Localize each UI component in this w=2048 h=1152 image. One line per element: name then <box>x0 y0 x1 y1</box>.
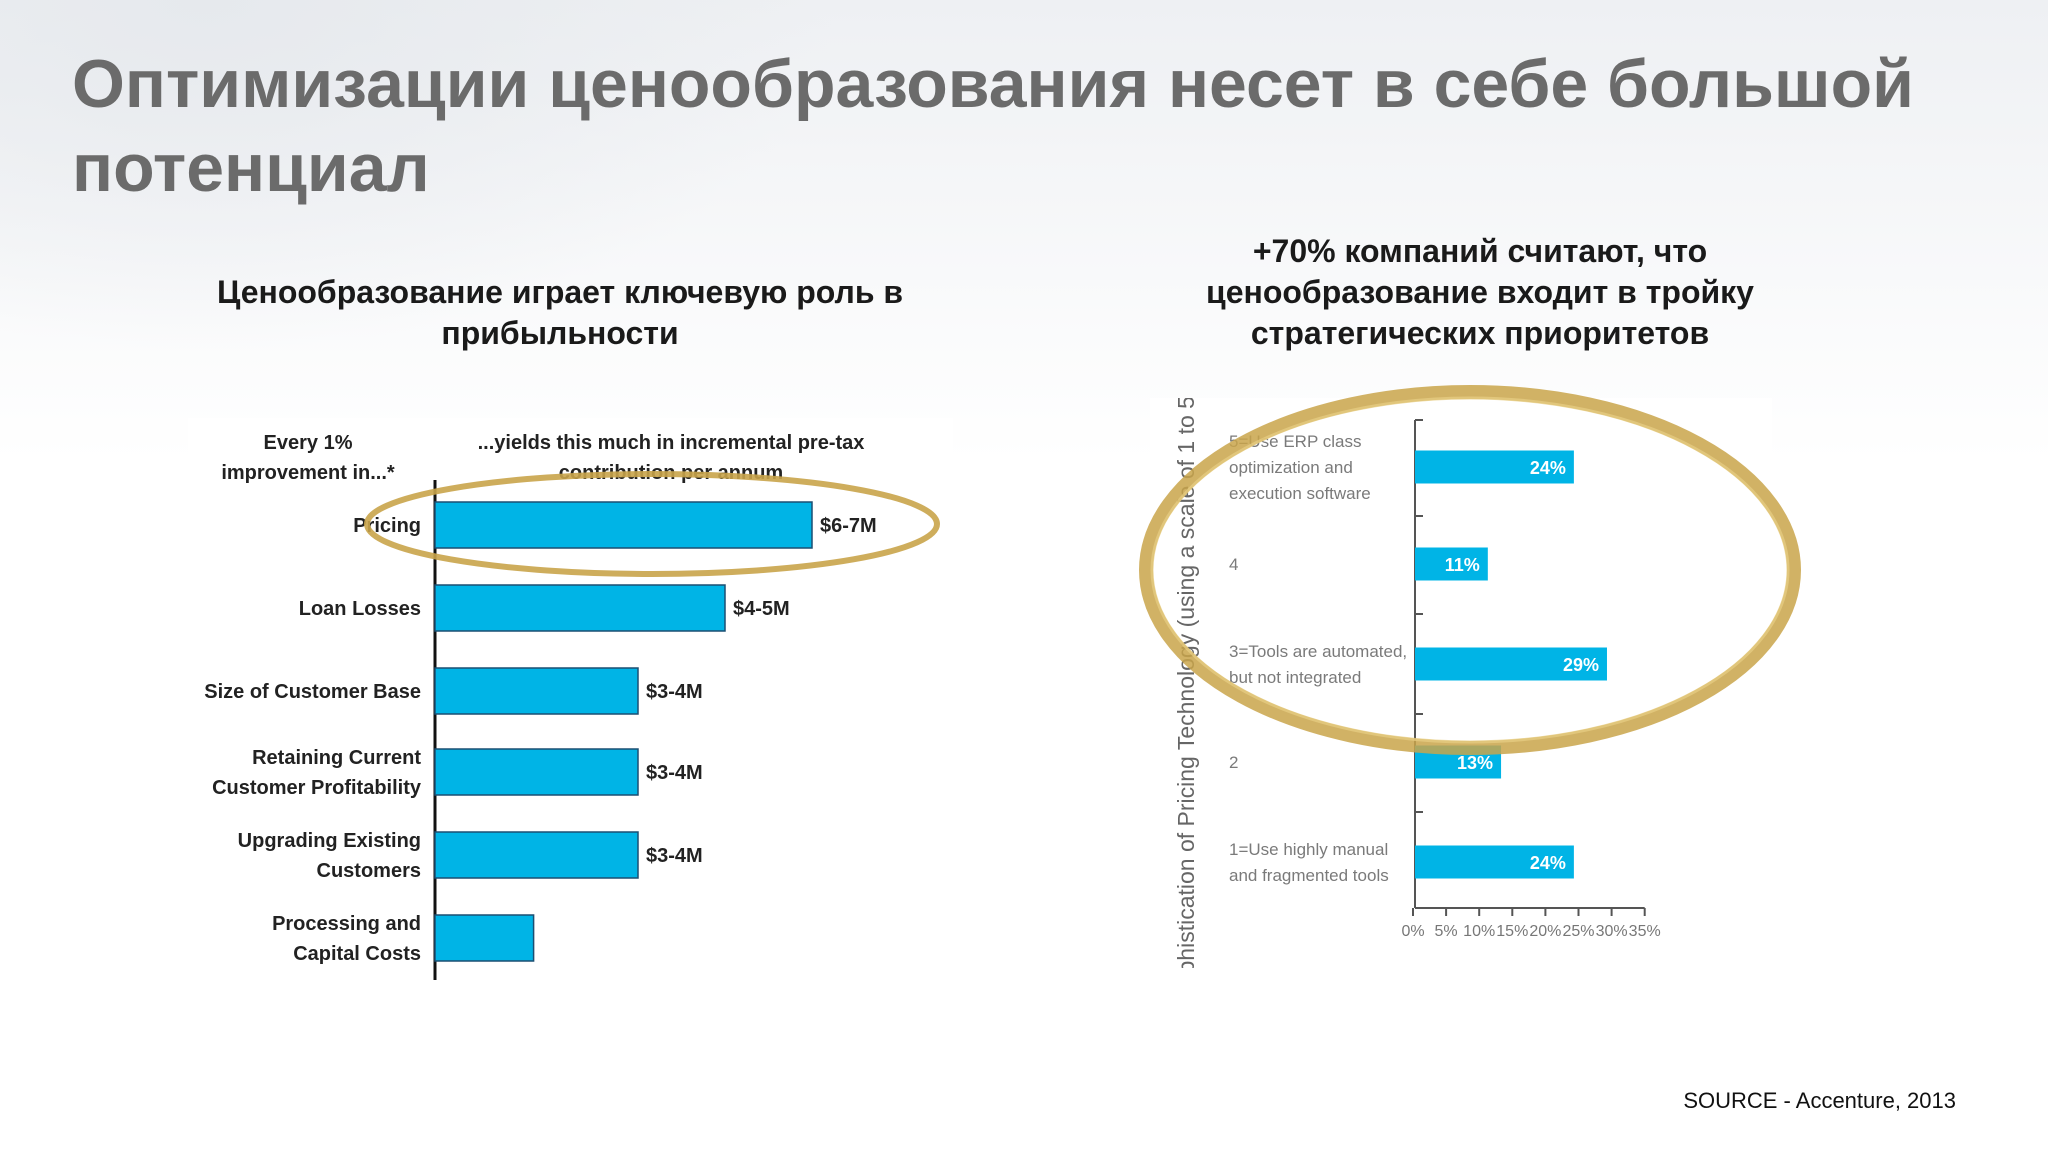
value-label-upgrading-existing-customers: $3-4M <box>646 845 703 867</box>
value-label-level-3: 29% <box>1563 655 1599 675</box>
category-label-level-1: 1=Use highly manual <box>1229 840 1388 859</box>
category-label-level-3: but not integrated <box>1229 668 1361 687</box>
category-label-level-3: 3=Tools are automated, <box>1229 642 1407 661</box>
pricing-technology-chart: 0% 5% 10% 15% 20% 25% 30% 35% 24% 5=Use ERP class… <box>1150 388 1772 1002</box>
value-label-retaining-current-customer-profitability: $3-4M <box>646 762 703 784</box>
header-left-line: Every 1% <box>264 432 353 454</box>
x-tick-label: 20% <box>1529 923 1561 940</box>
category-label-level-5: optimization and <box>1229 458 1353 477</box>
source-note: SOURCE - Accenture, 2013 <box>1683 1088 1956 1113</box>
slide-title: Оптимизации ценообразования несет в себе… <box>72 46 1914 206</box>
bar-loan-losses <box>434 584 726 632</box>
pricing-highlight-ring <box>364 471 940 577</box>
pricing-impact-chart-svg: Every 1% improvement in...* ...yields this… <box>204 432 940 980</box>
category-label-upgrading-existing-customers: Upgrading Existing <box>238 830 421 852</box>
value-label-level-4: 11% <box>1445 555 1480 575</box>
value-label-level-1: 24% <box>1530 853 1566 873</box>
x-tick-label: 10% <box>1463 923 1495 940</box>
category-label-pricing: Pricing <box>353 515 421 537</box>
category-label-retaining-current-customer-profitability: Customer Profitability <box>212 777 422 799</box>
y-axis-label: Sophistication of Pricing Technology (us… <box>1173 398 1199 968</box>
x-tick-label: 0% <box>1401 923 1424 940</box>
x-tick-label: 25% <box>1562 923 1594 940</box>
bar-upgrading-existing-customers <box>434 831 639 879</box>
x-tick-label: 30% <box>1596 923 1628 940</box>
header-right-line: ...yields this much in incremental pre-t… <box>478 432 865 454</box>
x-tick-label: 5% <box>1435 923 1458 940</box>
category-label-level-5: execution software <box>1229 484 1371 503</box>
category-label-level-4: 4 <box>1229 555 1238 574</box>
category-label-level-2: 2 <box>1229 753 1238 772</box>
category-label-processing-and-capital-costs: Processing and <box>272 913 421 935</box>
value-label-pricing: $6-7M <box>820 515 877 537</box>
left-panel-heading: Ценообразование играет ключевую роль в п… <box>216 274 904 351</box>
pricing-technology-chart-svg: 0% 5% 10% 15% 20% 25% 30% 35% 24% 5=Use ERP class… <box>1173 388 1661 1001</box>
value-label-loan-losses: $4-5M <box>733 598 790 620</box>
bar-size-of-customer-base <box>434 667 639 715</box>
category-label-upgrading-existing-customers: Customers <box>317 860 421 882</box>
bar-processing-and-capital-costs <box>434 914 535 962</box>
bar-level-1 <box>1415 845 1574 879</box>
right-panel-heading: +70% компаний считают, что ценообразован… <box>1206 233 1754 351</box>
bar-retaining-current-customer-profitability <box>434 748 639 796</box>
category-label-loan-losses: Loan Losses <box>299 598 421 620</box>
bar-pricing <box>434 501 813 549</box>
header-left-line: improvement in...* <box>221 462 395 484</box>
x-tick-label: 15% <box>1496 923 1528 940</box>
category-label-processing-and-capital-costs: Capital Costs <box>293 943 421 965</box>
value-label-level-5: 24% <box>1530 458 1566 478</box>
pricing-impact-chart: Every 1% improvement in...* ...yields this… <box>188 418 953 990</box>
category-label-level-5: 5=Use ERP class <box>1229 432 1361 451</box>
value-label-level-2: 13% <box>1457 753 1493 773</box>
category-label-level-1: and fragmented tools <box>1229 866 1389 885</box>
category-label-size-of-customer-base: Size of Customer Base <box>204 681 421 703</box>
value-label-size-of-customer-base: $3-4M <box>646 681 703 703</box>
x-tick-label: 35% <box>1629 923 1661 940</box>
category-label-retaining-current-customer-profitability: Retaining Current <box>252 747 421 769</box>
